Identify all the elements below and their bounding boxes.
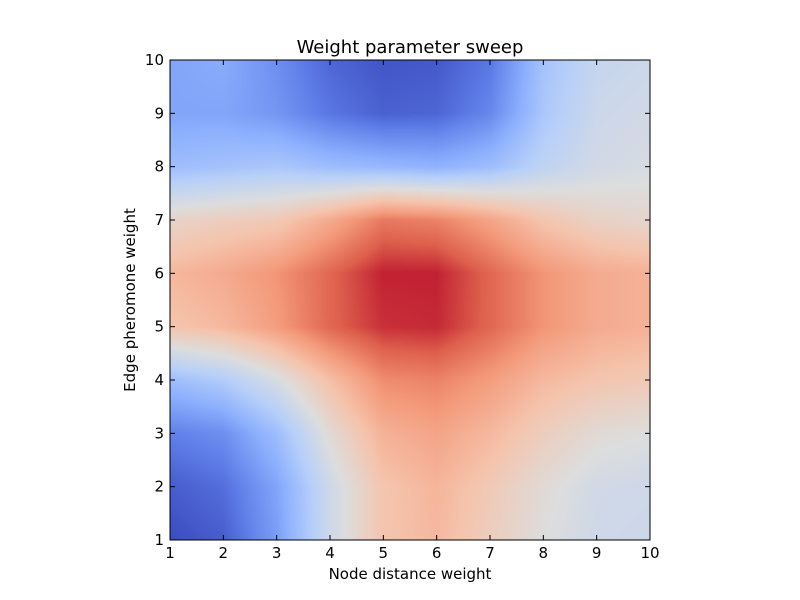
y-tick-label: 6 <box>154 264 164 282</box>
y-tick-label: 4 <box>154 371 164 389</box>
y-tick-label: 9 <box>154 104 164 122</box>
y-axis-ticks: 1 2 3 4 5 6 7 8 9 10 <box>145 51 650 549</box>
y-tick-label: 3 <box>154 424 164 442</box>
x-tick-label: 5 <box>379 544 389 562</box>
x-tick-label: 1 <box>165 544 175 562</box>
x-tick-label: 8 <box>539 544 549 562</box>
heatmap-surface <box>170 60 650 540</box>
y-tick-label: 5 <box>154 318 164 336</box>
chart-title: Weight parameter sweep <box>297 37 524 58</box>
x-tick-label: 6 <box>432 544 442 562</box>
x-tick-label: 4 <box>325 544 335 562</box>
plot-frame <box>169 59 651 541</box>
x-tick-label: 10 <box>640 544 659 562</box>
x-tick-label: 2 <box>219 544 229 562</box>
x-axis-ticks: 1 2 3 4 5 6 7 8 9 10 <box>165 60 660 562</box>
y-tick-label: 8 <box>154 158 164 176</box>
y-tick-label: 2 <box>154 478 164 496</box>
y-axis-label: Edge pheromone weight <box>121 208 139 392</box>
x-axis-label: Node distance weight <box>329 565 492 583</box>
y-tick-label: 10 <box>145 51 164 69</box>
x-tick-label: 9 <box>592 544 602 562</box>
y-tick-label: 7 <box>154 211 164 229</box>
x-tick-label: 7 <box>485 544 495 562</box>
x-tick-label: 3 <box>272 544 282 562</box>
y-tick-label: 1 <box>154 531 164 549</box>
